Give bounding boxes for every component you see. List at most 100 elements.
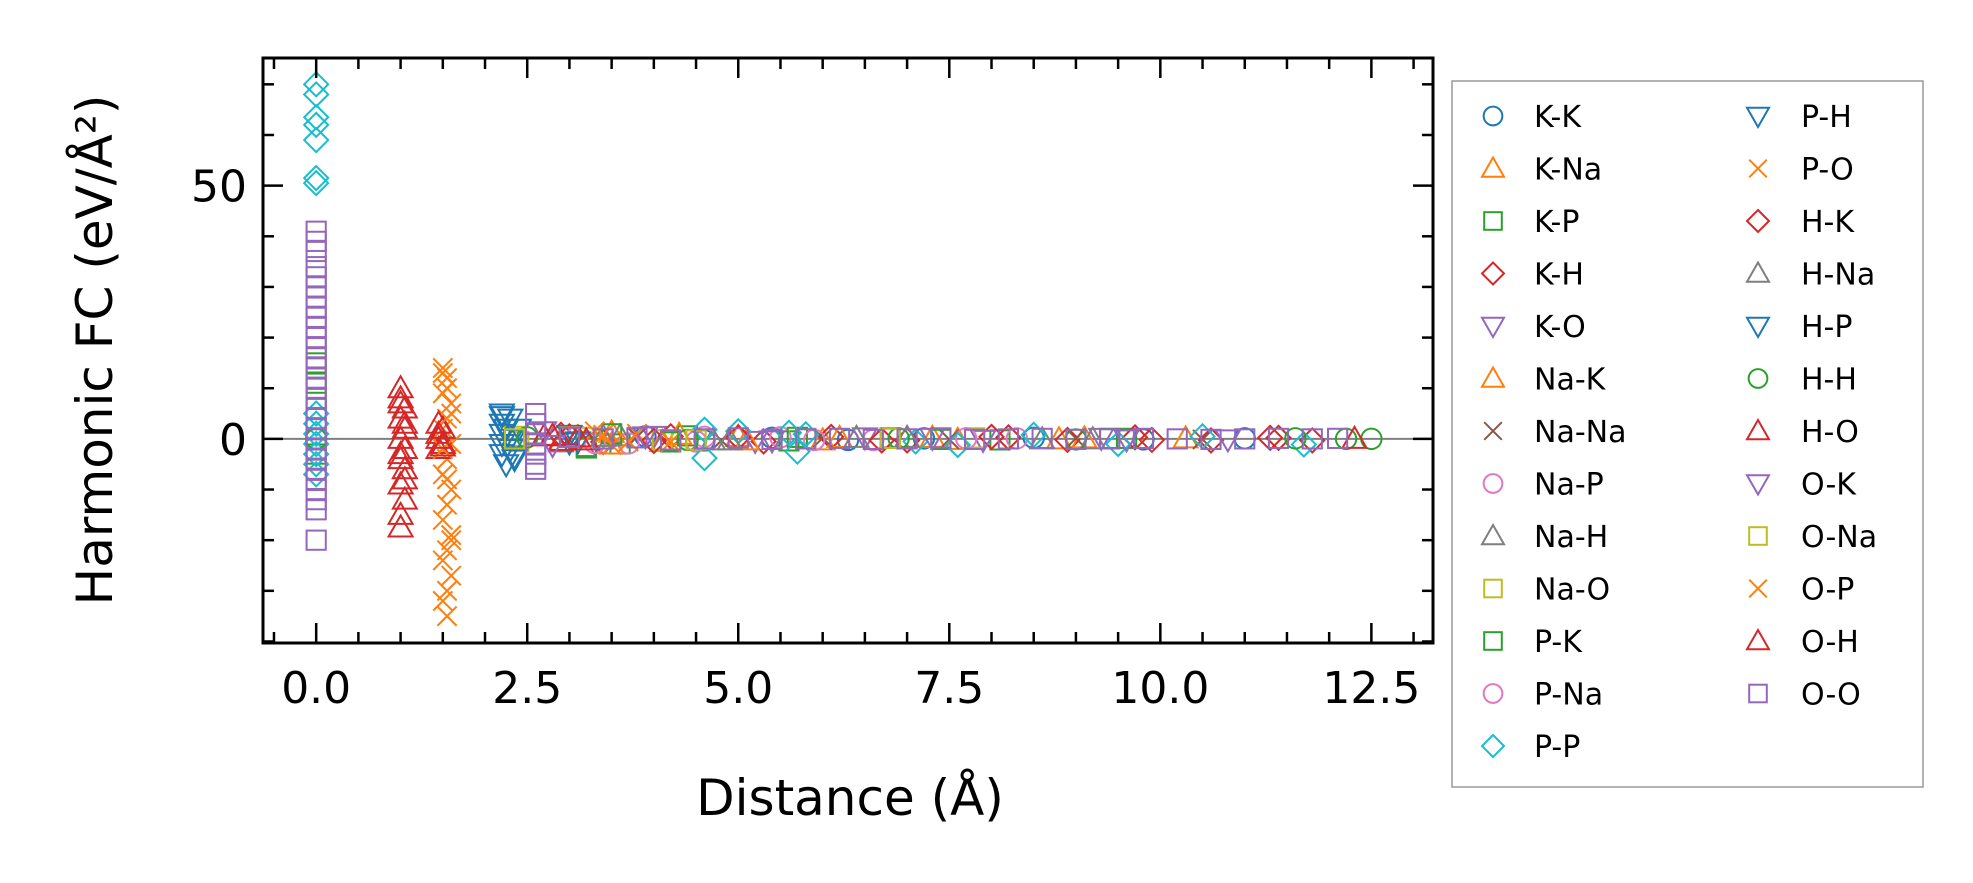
legend-marker-diamond-icon: [1480, 733, 1506, 759]
legend-label: Na-O: [1534, 573, 1610, 608]
legend-marker-triangle-up-icon: [1480, 365, 1506, 388]
legend-label: O-P: [1801, 573, 1854, 608]
data-point: [1121, 423, 1149, 451]
data-point: [305, 352, 327, 374]
legend-entry: H-K: [1745, 205, 1855, 240]
data-point: [440, 529, 462, 551]
legend-marker-diamond-icon: [1745, 208, 1771, 234]
data-point: [302, 126, 330, 154]
x-tick-label: 2.5: [492, 663, 562, 714]
data-point: [758, 430, 786, 455]
data-point: [556, 422, 583, 450]
legend-marker-square-icon: [1483, 631, 1503, 651]
data-point: [997, 428, 1019, 450]
legend-label: P-O: [1801, 153, 1854, 188]
data-point: [1132, 427, 1155, 449]
data-point: [795, 428, 817, 450]
data-point: [964, 428, 986, 450]
legend-entry: K-Na: [1480, 153, 1602, 188]
data-point: [432, 362, 454, 384]
x-axis-label: Distance (Å): [696, 769, 1004, 827]
data-point: [1301, 428, 1323, 450]
data-point: [547, 426, 575, 451]
series-h-na: [589, 422, 1107, 451]
data-point: [436, 377, 458, 399]
data-point: [440, 565, 462, 586]
axes-frame: [261, 56, 1435, 645]
x-tick-label: 10.0: [1111, 663, 1209, 714]
legend-marker-square-icon: [1748, 526, 1768, 546]
legend: K-K K-Na K-P K-H K-O Na-K Na-Na Na-P Na-H Na-O P-K…: [1451, 80, 1924, 788]
data-point: [386, 500, 415, 525]
data-point: [391, 485, 419, 510]
series-p-p: [302, 70, 1318, 488]
y-tick-label: 50: [191, 162, 247, 213]
data-point: [691, 416, 718, 444]
data-point: [538, 434, 567, 459]
series-o-h: [386, 389, 601, 490]
data-point: [792, 420, 820, 448]
data-point: [732, 426, 761, 451]
data-point: [432, 509, 454, 531]
data-point: [503, 428, 526, 450]
legend-entry: P-K: [1483, 625, 1583, 660]
tick-labels-layer: 0.0 2.5 5.0 7.5 10.0 12.5 0 50: [191, 162, 1420, 714]
series-o-p: [432, 362, 639, 602]
legend-label: H-H: [1801, 363, 1857, 398]
legend-label: P-P: [1534, 730, 1580, 765]
data-point: [1256, 424, 1284, 452]
legend-entry: H-H: [1747, 363, 1857, 398]
data-point: [660, 431, 682, 453]
legend-marker-triangle-up-icon: [1480, 522, 1506, 546]
data-point: [305, 529, 327, 551]
data-point: [432, 357, 454, 379]
legend-entry: P-P: [1480, 730, 1580, 765]
legend-marker-circle-icon: [1482, 473, 1504, 494]
series-o-o: [305, 220, 1349, 551]
data-point: [1166, 428, 1188, 450]
data-point: [691, 444, 718, 472]
legend-entry: O-H: [1745, 625, 1859, 660]
x-tick-label: 12.5: [1322, 663, 1420, 714]
data-point: [302, 169, 330, 197]
legend-label: P-K: [1534, 625, 1583, 660]
data-point: [606, 422, 634, 447]
legend-marker-x-icon: [1748, 158, 1768, 179]
x-tick-label: 0.0: [281, 663, 351, 714]
data-point: [930, 427, 952, 449]
data-point: [1054, 426, 1081, 454]
data-point: [825, 423, 854, 448]
data-point: [572, 426, 601, 451]
legend-entry: P-H: [1745, 100, 1852, 135]
data-point: [305, 499, 327, 521]
data-point: [786, 426, 808, 448]
legend-marker-x-icon: [1748, 578, 1768, 599]
legend-label: Na-P: [1534, 468, 1604, 503]
legend-marker-triangle-down-icon: [1480, 316, 1506, 340]
legend-entry: H-P: [1745, 310, 1852, 345]
legend-label: H-O: [1801, 415, 1859, 450]
data-point: [842, 423, 871, 448]
data-point: [1284, 427, 1307, 450]
data-points-layer: [302, 70, 1383, 627]
data-point: [1104, 430, 1132, 458]
data-point: [302, 70, 330, 98]
data-point: [302, 81, 330, 108]
y-tick-label: 0: [219, 415, 247, 466]
legend-entry: H-Na: [1745, 258, 1875, 293]
legend-frame: [1451, 80, 1924, 788]
data-point: [969, 429, 997, 454]
x-tick-label: 7.5: [914, 663, 984, 714]
data-point: [429, 414, 457, 439]
data-point: [302, 103, 330, 131]
data-point: [1340, 424, 1369, 449]
legend-label: O-Na: [1801, 520, 1877, 555]
data-point: [1138, 426, 1166, 454]
legend-label: K-Na: [1534, 153, 1602, 188]
legend-marker-triangle-down-icon: [1745, 316, 1771, 340]
data-point: [1112, 429, 1141, 454]
data-point: [302, 164, 330, 192]
legend-entry: O-O: [1748, 678, 1861, 713]
data-point: [862, 428, 884, 450]
